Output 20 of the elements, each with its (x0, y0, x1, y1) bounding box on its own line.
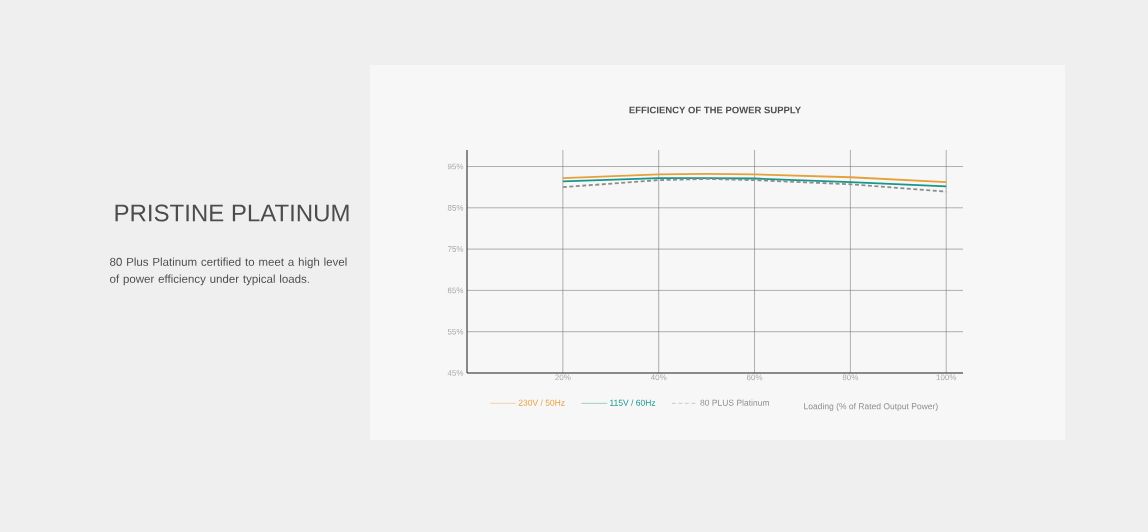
x-tick-label: 100% (936, 374, 957, 381)
line-series (561, 177, 948, 188)
text: PRISTINE PLATINUM (115, 204, 349, 222)
y-tick-label: 65% (447, 287, 464, 294)
y-tick-label: 55% (447, 328, 464, 335)
y-tick-label: 75% (447, 246, 464, 252)
chart-title: EFFICIENCY OF THE POWER SUPPLY (629, 106, 801, 114)
legend-label: 230V / 50Hz (518, 399, 565, 406)
y-tick-label: 85% (447, 204, 464, 211)
x-tick-label: 40% (650, 374, 667, 381)
y-tick-label: 95% (447, 163, 464, 170)
x-axis-title: Loading (% of Rated Output Power) (804, 403, 938, 411)
x-tick-label: 60% (746, 374, 763, 381)
x-tick-label: 80% (842, 374, 859, 381)
text: 80 Plus Platinum certified to meet a high level of power efficiency under typical loads. (110, 257, 347, 286)
legend-label: 115V / 60Hz (610, 399, 656, 406)
line-series (561, 173, 948, 184)
legend-label: 80 PLUS Platinum (700, 399, 769, 406)
x-tick-label: 20% (555, 374, 571, 381)
y-tick-label: 45% (447, 370, 464, 376)
